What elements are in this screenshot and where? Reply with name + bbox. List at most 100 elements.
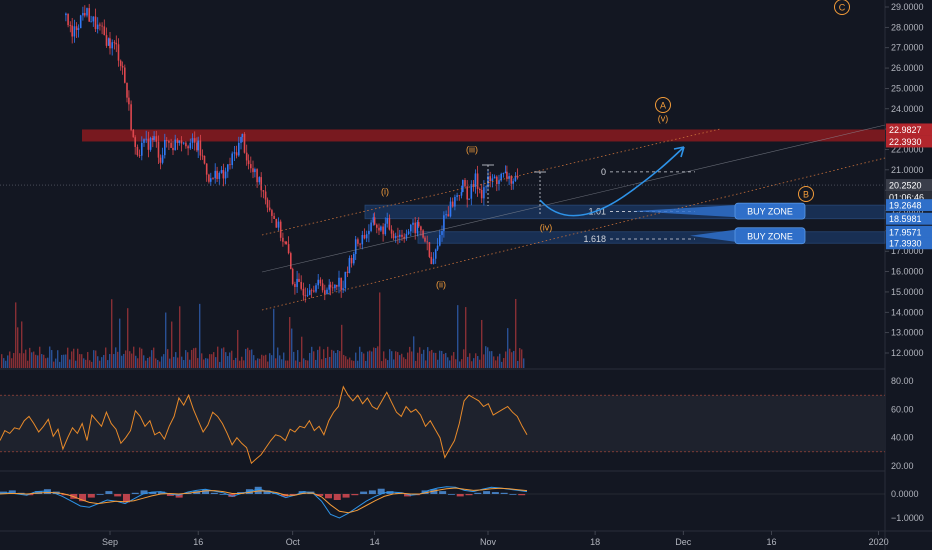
candle xyxy=(266,199,269,208)
candle xyxy=(304,295,307,297)
projection-path[interactable] xyxy=(539,146,685,217)
volume-bar xyxy=(267,361,269,368)
candle xyxy=(508,176,510,179)
macd-histogram-bar xyxy=(140,490,148,494)
candle xyxy=(456,195,458,197)
volume-bar xyxy=(205,358,207,368)
price-label-box xyxy=(886,237,932,250)
candle xyxy=(378,227,380,231)
candle xyxy=(258,177,261,183)
volume-bar xyxy=(217,346,219,368)
volume-bar xyxy=(351,360,353,368)
volume-bar xyxy=(103,354,105,368)
candle xyxy=(147,138,150,150)
candle xyxy=(502,172,505,174)
candle xyxy=(329,284,332,288)
volume-bar xyxy=(31,352,33,368)
candle xyxy=(480,190,483,199)
candle xyxy=(441,231,443,235)
candle xyxy=(229,164,231,166)
candle xyxy=(185,142,187,147)
volume-bar xyxy=(209,354,211,368)
volume-bar xyxy=(341,324,343,368)
candle xyxy=(489,176,491,182)
candle xyxy=(434,249,437,259)
volume-bar xyxy=(431,349,433,368)
wave-iii-label: (iii) xyxy=(466,145,478,155)
volume-bar xyxy=(309,352,311,368)
candle xyxy=(334,284,336,289)
volume-bar xyxy=(375,348,377,368)
candle xyxy=(238,142,240,156)
volume-bar xyxy=(71,351,73,368)
price-label-support: 19.2648 xyxy=(889,201,922,211)
volume-bar xyxy=(419,347,421,368)
price-label-box xyxy=(886,179,932,192)
candle xyxy=(426,241,428,243)
volume-bar xyxy=(459,361,461,368)
candle xyxy=(121,65,124,68)
volume-bar xyxy=(213,352,215,368)
macd-histogram-bar xyxy=(26,494,34,496)
price-pane[interactable] xyxy=(1,3,886,368)
macd-line[interactable] xyxy=(0,486,528,519)
volume-bar xyxy=(17,327,19,368)
wave-b-label-ring xyxy=(798,186,814,202)
macd-pane[interactable] xyxy=(0,486,885,519)
candle xyxy=(84,13,86,16)
volume-bar xyxy=(393,359,395,368)
candle xyxy=(262,190,265,192)
buy-zone-lower[interactable] xyxy=(417,231,886,244)
macd-histogram-bar xyxy=(368,490,376,494)
volume-bar xyxy=(285,360,287,368)
macd-histogram-bar xyxy=(210,492,218,494)
rsi-pane[interactable] xyxy=(0,385,885,465)
candle xyxy=(451,201,454,207)
volume-bar xyxy=(475,353,477,368)
volume-bar xyxy=(43,354,45,368)
candle xyxy=(113,42,116,44)
volume-bar xyxy=(317,349,319,368)
volume-bar xyxy=(193,348,195,368)
resistance-zone[interactable] xyxy=(82,129,885,142)
volume-bar xyxy=(223,347,225,368)
price-label-support: 18.5981 xyxy=(889,214,922,224)
price-label-support: 17.9571 xyxy=(889,227,922,237)
price-label-box xyxy=(886,135,932,148)
candle xyxy=(88,8,90,22)
candle xyxy=(380,226,382,231)
macd-histogram-bar xyxy=(491,492,499,494)
macd-histogram-bar xyxy=(105,491,113,494)
macd-histogram-bar xyxy=(131,492,139,494)
volume-bar xyxy=(377,346,379,368)
volume-bar xyxy=(349,357,351,368)
volume-bar xyxy=(479,359,481,368)
candle xyxy=(220,170,223,173)
time-tick-label: 14 xyxy=(370,537,380,547)
rsi-line[interactable] xyxy=(0,385,528,465)
channel-lower-line[interactable] xyxy=(261,157,886,311)
volume-bar xyxy=(251,349,253,368)
candle xyxy=(233,152,236,154)
volume-bar xyxy=(287,360,289,368)
buy-zone-callout[interactable]: BUY ZONE xyxy=(632,202,806,220)
candle xyxy=(317,279,319,286)
wave-c-label-ring xyxy=(834,0,850,15)
buy-zone-callout[interactable]: BUY ZONE xyxy=(690,227,806,245)
macd-histogram-bar xyxy=(404,494,412,497)
volume-bar xyxy=(441,350,443,368)
volume-bar xyxy=(367,351,369,368)
candle xyxy=(390,229,393,234)
volume-bar xyxy=(345,356,347,368)
price-label-last: 20.2520 xyxy=(889,181,922,191)
channel-mid-line[interactable] xyxy=(261,124,886,273)
wave-a-label: A xyxy=(660,101,666,111)
wave-ii-label: (ii) xyxy=(436,280,446,290)
volume-bar xyxy=(45,358,47,368)
volume-bar xyxy=(3,358,5,368)
volume-bar xyxy=(179,306,181,368)
macd-signal-line[interactable] xyxy=(0,487,528,514)
volume-bar xyxy=(225,352,227,368)
